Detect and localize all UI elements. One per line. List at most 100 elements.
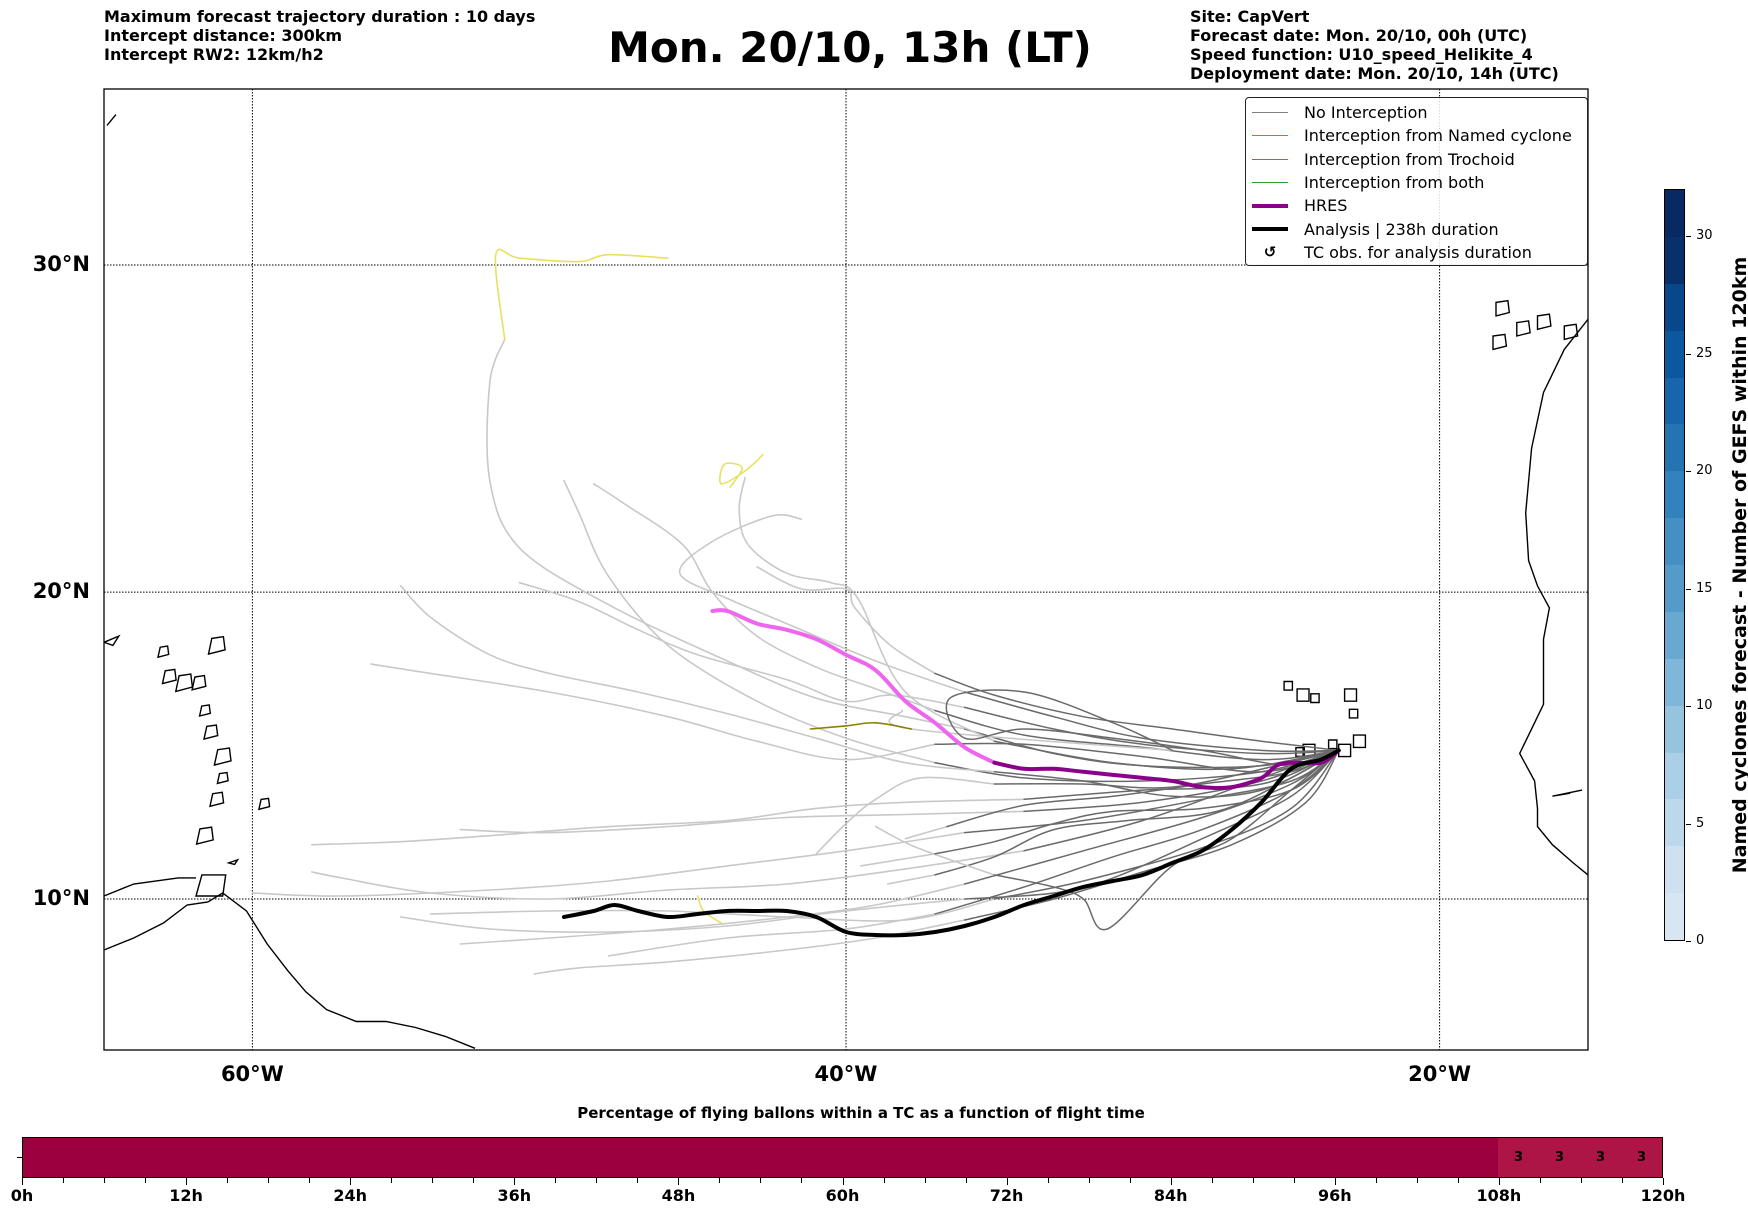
colorbar-segment xyxy=(1665,705,1684,753)
island-coast xyxy=(213,747,232,767)
flight-bar-tick-label: 36h xyxy=(497,1186,532,1205)
cape-verde-island-coast xyxy=(1296,688,1310,702)
flight-bar-tick xyxy=(883,1178,885,1183)
flight-bar-tick xyxy=(760,1178,762,1183)
ensemble-trajectory xyxy=(251,831,966,897)
flight-bar-tick-label: 24h xyxy=(333,1186,368,1205)
colorbar-segment xyxy=(1665,846,1684,894)
flight-bar-tick xyxy=(268,1178,270,1183)
ensemble-trajectory xyxy=(934,672,1340,752)
bermuda-coast xyxy=(106,114,117,126)
legend-item: Interception from Named cyclone xyxy=(1246,124,1587,147)
colorbar-tick-label: 10 xyxy=(1696,698,1713,713)
legend-label: Interception from both xyxy=(1304,173,1485,193)
colorbar-tick-label: 0 xyxy=(1696,933,1705,948)
flight-bar-tick xyxy=(719,1178,721,1183)
legend-item: HRES xyxy=(1246,194,1587,217)
island-coast xyxy=(207,635,226,656)
flight-bar-tick xyxy=(1088,1178,1090,1183)
venezuela-coast xyxy=(104,877,196,897)
flight-bar-tick-label: 84h xyxy=(1153,1186,1188,1205)
analysis-trajectory xyxy=(562,748,1341,938)
flight-bar-tick-label: 60h xyxy=(825,1186,860,1205)
colorbar-segment xyxy=(1665,283,1684,331)
ensemble-trajectory xyxy=(934,749,1340,876)
island-coast xyxy=(198,704,212,717)
colorbar-tick-label: 15 xyxy=(1696,580,1713,596)
island-coast xyxy=(195,826,214,846)
ensemble-trajectory xyxy=(904,825,948,840)
flight-bar-tick xyxy=(391,1178,393,1183)
flight-bar-tick xyxy=(1047,1178,1049,1183)
flight-time-bar: 3 3 3 3 xyxy=(22,1137,1663,1178)
ensemble-trajectory xyxy=(945,689,1340,767)
island-coast xyxy=(203,724,219,741)
south-america-coast xyxy=(104,892,476,1049)
ensemble-trajectory xyxy=(860,853,936,867)
intercept-distance-text: Intercept distance: 300km xyxy=(104,26,343,45)
ensemble-trajectory xyxy=(486,338,966,730)
colorbar-segment xyxy=(1665,799,1684,847)
ensemble-trajectory xyxy=(459,810,1025,834)
ensemble-trajectory xyxy=(993,749,1340,900)
flight-bar-tick xyxy=(22,1178,23,1185)
legend-line-swatch xyxy=(1252,135,1288,137)
colorbar-segment xyxy=(1665,565,1684,612)
coastlines xyxy=(104,114,1588,1049)
ensemble-trajectory xyxy=(815,776,996,855)
flight-bar-tick xyxy=(965,1178,967,1183)
colorbar-segment xyxy=(1665,658,1684,706)
ensemble-trajectory xyxy=(993,749,1340,931)
legend-label: Analysis | 238h duration xyxy=(1304,219,1499,239)
hres-trajectory xyxy=(992,748,1341,791)
legend-line-swatch xyxy=(1252,203,1288,208)
trochoid-interception-trajectory xyxy=(809,721,913,730)
flight-bar-tick xyxy=(1621,1178,1623,1183)
colorbar-tick-label: 25 xyxy=(1696,345,1713,361)
island-coast xyxy=(191,674,207,691)
colorbar-segment xyxy=(1665,330,1684,378)
colorbar-tick xyxy=(1686,941,1691,942)
flight-bar-ytick xyxy=(17,1157,22,1158)
lon-label: 60°W xyxy=(220,1062,284,1086)
colorbar-segment xyxy=(1665,190,1684,237)
flight-bar-title: Percentage of flying ballons within a TC… xyxy=(577,1104,1145,1122)
speed-function-text: Speed function: U10_speed_Helikite_4 xyxy=(1190,45,1533,64)
graticule xyxy=(104,89,1588,1050)
ensemble-trajectory xyxy=(888,709,1174,752)
ensemble-trajectory xyxy=(311,798,1025,846)
lat-label: 20°N xyxy=(32,579,90,604)
colorbar-label-text: Named cyclones forecast - Number of GEFS… xyxy=(1729,256,1748,874)
flight-bar-tick xyxy=(1252,1178,1254,1183)
ensemble-trajectory xyxy=(934,749,1340,855)
cape-verde-island-coast xyxy=(1348,708,1359,719)
flight-bar-tick xyxy=(1293,1178,1295,1183)
colorbar-label: Named cyclones forecast - Number of GEFS… xyxy=(1725,189,1748,941)
colorbar-tick xyxy=(1686,706,1691,707)
colorbar-tick-label: 20 xyxy=(1696,463,1713,478)
legend-label: No Interception xyxy=(1304,103,1428,123)
legend: No Interception Interception from Named c… xyxy=(1245,97,1588,266)
flight-bar-tick xyxy=(801,1178,803,1183)
flight-bar-tick-label: 108h xyxy=(1476,1186,1522,1205)
flight-bar-tick-label: 48h xyxy=(661,1186,696,1205)
flight-bar-tick xyxy=(1129,1178,1131,1183)
flight-bar-value: 3 xyxy=(1636,1150,1646,1165)
island-coast xyxy=(157,645,170,659)
yellow-trajectory-segment xyxy=(494,248,669,341)
flight-bar-tick xyxy=(596,1178,598,1183)
trinidad-coast xyxy=(195,874,227,897)
site-text: Site: CapVert xyxy=(1190,7,1310,26)
tc-obs-marker-icon: ↺ xyxy=(1263,243,1277,262)
cape-verde-island-coast xyxy=(1352,734,1367,749)
legend-item: No Interception xyxy=(1246,101,1587,124)
flight-bar-tick-label: 12h xyxy=(169,1186,203,1205)
colorbar-segment xyxy=(1665,471,1684,519)
forecast-date-text: Forecast date: Mon. 20/10, 00h (UTC) xyxy=(1190,26,1528,45)
flight-bar-segment: 3 xyxy=(1621,1138,1662,1177)
flight-bar-value: 3 xyxy=(1595,1150,1606,1165)
colorbar-segment xyxy=(1665,424,1684,472)
legend-item: Analysis | 238h duration xyxy=(1246,217,1587,240)
cape-verde-island-coast xyxy=(1338,743,1352,758)
colorbar-tick xyxy=(1686,823,1691,825)
